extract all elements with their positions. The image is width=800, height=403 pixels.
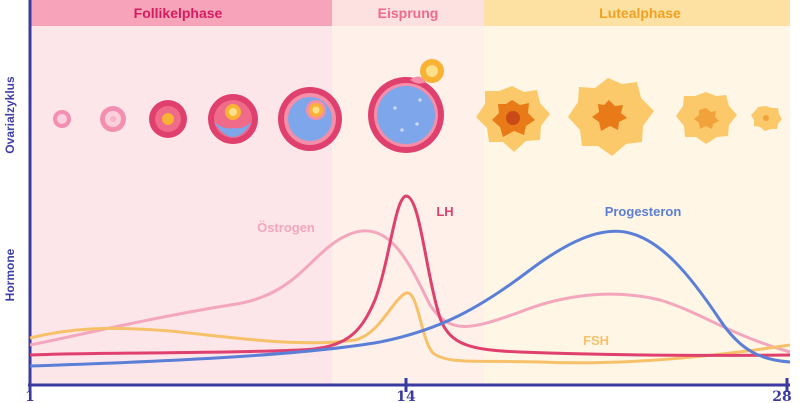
luteal-phase-label: Lutealphase bbox=[599, 5, 681, 21]
released-egg-icon bbox=[420, 59, 444, 83]
antral-follicle-icon bbox=[278, 87, 342, 151]
follicular-phase-header bbox=[30, 0, 332, 26]
secondary-follicle-icon bbox=[149, 100, 187, 138]
early-antral-follicle-icon bbox=[208, 94, 258, 144]
ovulation-phase-label: Eisprung bbox=[378, 5, 439, 21]
tick-label-day-14: 14 bbox=[396, 389, 416, 403]
progesterone-curve bbox=[29, 229, 791, 368]
lh-label: LH bbox=[436, 204, 453, 219]
estrogen-label: Östrogen bbox=[257, 220, 315, 235]
luteal-phase-header bbox=[484, 0, 790, 26]
ovulation-phase-band bbox=[332, 0, 484, 385]
corpus-albicans-icon bbox=[751, 106, 782, 131]
hormones-side-label: Hormone bbox=[3, 248, 17, 301]
primary-follicle-icon bbox=[100, 106, 126, 132]
fsh-label: FSH bbox=[583, 333, 609, 348]
luteal-phase-band bbox=[484, 0, 790, 385]
fsh-curve bbox=[29, 291, 791, 365]
progesterone-label: Progesteron bbox=[605, 204, 682, 219]
corpus-luteum-early-icon bbox=[476, 86, 550, 152]
ovulation-phase-header bbox=[332, 0, 484, 26]
estrogen-curve bbox=[29, 229, 791, 354]
corpus-luteum-regressing-icon bbox=[676, 92, 737, 144]
tick-label-day-1: 1 bbox=[25, 389, 35, 403]
corpus-luteum-mature-icon bbox=[568, 78, 654, 156]
follicular-phase-label: Follikelphase bbox=[134, 5, 223, 21]
lh-curve bbox=[29, 194, 791, 357]
follicular-phase-band bbox=[30, 0, 332, 385]
tick-label-day-28: 28 bbox=[772, 389, 791, 403]
ovulating-follicle-icon bbox=[368, 76, 444, 153]
ovarian-cycle-side-label: Ovarialzyklus bbox=[3, 76, 17, 154]
primordial-follicle-icon bbox=[53, 110, 71, 128]
